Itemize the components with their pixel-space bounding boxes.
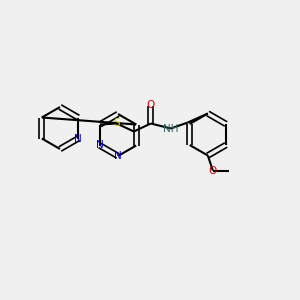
Text: S: S [113, 118, 120, 128]
Text: NH: NH [163, 124, 178, 134]
Text: N: N [74, 134, 82, 143]
Text: N: N [96, 140, 104, 151]
Text: O: O [147, 100, 155, 110]
Text: N: N [114, 151, 122, 161]
Text: O: O [209, 166, 217, 176]
